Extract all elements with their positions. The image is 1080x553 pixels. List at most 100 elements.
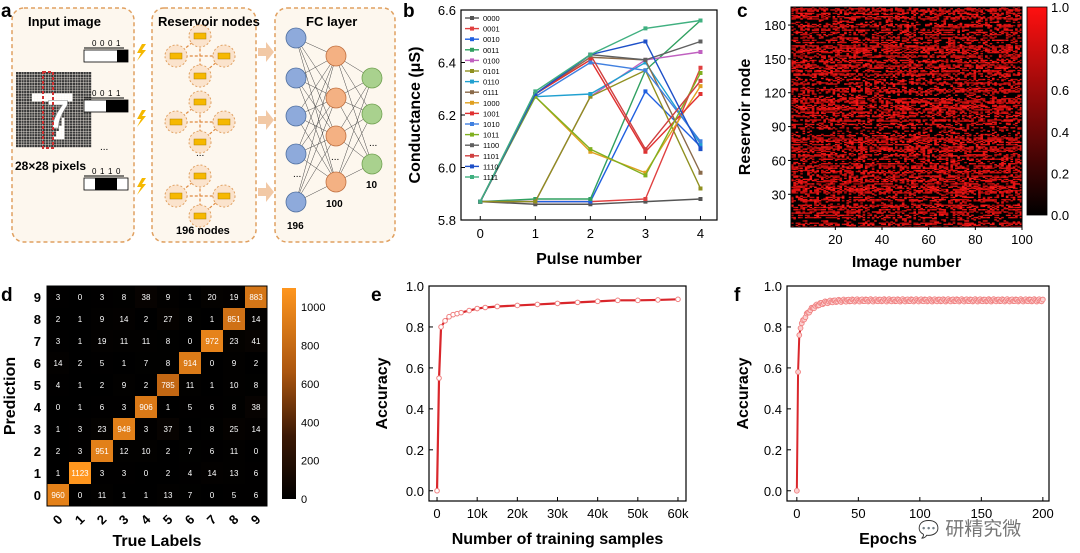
heatmap-cell	[871, 178, 875, 181]
heatmap-cell	[871, 205, 875, 208]
heatmap-cell	[973, 169, 977, 172]
heatmap-cell	[975, 216, 979, 219]
pixel-cell	[70, 128, 73, 131]
heatmap-cell	[862, 160, 866, 163]
heatmap-cell	[915, 136, 919, 138]
heatmap-cell	[793, 172, 796, 174]
heatmap-cell	[1015, 143, 1018, 146]
heatmap-cell	[894, 160, 898, 163]
heatmap-cell	[885, 221, 889, 223]
heatmap-cell	[804, 138, 808, 140]
heatmap-cell	[929, 170, 933, 173]
heatmap-cell	[961, 138, 965, 140]
heatmap-cell	[860, 192, 863, 194]
heatmap-cell	[791, 170, 794, 173]
heatmap-cell	[987, 206, 990, 209]
heatmap-cell	[982, 129, 986, 131]
heatmap-cell	[804, 182, 808, 184]
heatmap-cell	[816, 187, 820, 190]
heatmap-cell	[996, 204, 1000, 206]
heatmap-cell	[888, 165, 891, 167]
heatmap-cell	[869, 150, 873, 153]
heatmap-cell	[908, 216, 912, 219]
heatmap-cell	[931, 148, 935, 150]
heatmap-cell	[989, 205, 993, 208]
heatmap-cell	[959, 213, 963, 215]
heatmap-cell	[818, 176, 822, 178]
heatmap-cell	[948, 176, 951, 178]
heatmap-cell	[904, 192, 907, 194]
heatmap-cell	[867, 184, 870, 186]
heatmap-cell	[846, 170, 850, 173]
pixel-cell	[24, 88, 27, 91]
pixel-cell	[18, 109, 21, 113]
heatmap-cell	[797, 179, 801, 182]
heatmap-cell	[927, 139, 930, 141]
heatmap-cell	[793, 191, 796, 193]
legend-marker	[470, 175, 474, 179]
heatmap-cell	[883, 134, 887, 137]
heatmap-cell	[802, 212, 806, 214]
heatmap-cell	[985, 216, 988, 219]
heatmap-cell	[791, 156, 794, 158]
data-point	[533, 89, 538, 94]
heatmap-cell	[945, 151, 949, 154]
heatmap-cell	[883, 174, 887, 176]
heatmap-cell	[823, 172, 826, 174]
heatmap-cell	[945, 158, 949, 160]
heatmap-cell	[915, 185, 919, 187]
heatmap-cell	[821, 137, 824, 139]
heatmap-cell	[980, 192, 984, 194]
heatmap-cell	[857, 188, 861, 191]
heatmap-cell	[994, 176, 997, 178]
heatmap-cell	[943, 170, 947, 173]
heatmap-cell	[966, 187, 970, 190]
pixel-cell	[59, 134, 62, 137]
heatmap-cell	[959, 223, 963, 226]
heatmap-cell	[827, 161, 831, 164]
heatmap-cell	[1003, 155, 1007, 157]
heatmap-cell	[795, 176, 799, 178]
heatmap-cell	[802, 141, 806, 144]
pixel-cell	[24, 74, 27, 77]
heatmap-cell	[991, 186, 995, 189]
heatmap-cell	[911, 198, 914, 201]
heatmap-cell	[966, 220, 970, 222]
heatmap-cell	[876, 131, 880, 134]
pixel-cell	[29, 131, 32, 134]
heatmap-cell	[915, 179, 919, 182]
heatmap-cell	[973, 207, 977, 210]
heatmap-cell	[869, 192, 873, 194]
heatmap-cell	[830, 189, 833, 192]
heatmap-cell	[857, 189, 861, 192]
heatmap-cell	[899, 216, 903, 219]
pixel-cell	[83, 142, 86, 145]
heatmap-cell	[894, 136, 898, 138]
heatmap-cell	[804, 200, 808, 202]
heatmap-cell	[851, 163, 854, 165]
pixel-cell	[32, 104, 35, 107]
heatmap-cell	[968, 148, 972, 150]
heatmap-cell	[857, 138, 861, 140]
heatmap-cell	[1005, 176, 1009, 178]
heatmap-cell	[922, 186, 926, 189]
heatmap-cell	[1005, 143, 1009, 146]
pixel-cell	[43, 112, 46, 115]
pixel-cell	[56, 82, 59, 86]
heatmap-cell	[991, 206, 995, 209]
pixel-cell	[34, 139, 38, 142]
heatmap-cell	[827, 198, 831, 201]
heatmap-cell	[795, 168, 799, 171]
heatmap-cell	[860, 177, 863, 180]
pulse-bit: 0	[108, 39, 113, 48]
heatmap-cell	[818, 184, 822, 186]
heatmap-cell	[846, 186, 850, 189]
heatmap-cell	[871, 200, 875, 202]
heatmap-cell	[961, 167, 965, 169]
heatmap-cell	[985, 179, 988, 182]
heatmap-cell	[994, 201, 997, 203]
pixel-cell	[78, 93, 81, 96]
heatmap-cell	[834, 155, 838, 157]
heatmap-cell	[968, 215, 972, 218]
heatmap-cell	[931, 163, 935, 165]
